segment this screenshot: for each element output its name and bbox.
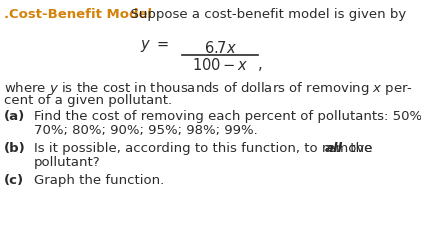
Text: Suppose a cost-benefit model is given by: Suppose a cost-benefit model is given by: [122, 8, 406, 21]
Text: Find the cost of removing each percent of pollutants: 50%;: Find the cost of removing each percent o…: [34, 110, 421, 123]
Text: Cost-Benefit Model: Cost-Benefit Model: [9, 8, 152, 21]
Text: where $y$ is the cost in thousands of dollars of removing $x$ per-: where $y$ is the cost in thousands of do…: [4, 80, 413, 97]
Text: (c): (c): [4, 174, 24, 187]
Text: (a): (a): [4, 110, 25, 123]
Text: pollutant?: pollutant?: [34, 156, 101, 169]
Text: Graph the function.: Graph the function.: [34, 174, 164, 187]
Text: $y\ =$: $y\ =$: [140, 38, 169, 54]
Text: (b): (b): [4, 142, 26, 155]
Text: Is it possible, according to this function, to remove: Is it possible, according to this functi…: [34, 142, 377, 155]
Text: $6.7x$: $6.7x$: [203, 40, 237, 56]
Text: cent of a given pollutant.: cent of a given pollutant.: [4, 94, 172, 107]
Text: the: the: [346, 142, 372, 155]
Text: all: all: [325, 142, 343, 155]
Text: $100-x$: $100-x$: [192, 57, 248, 73]
Text: .: .: [4, 8, 14, 21]
Text: ,: ,: [258, 57, 263, 72]
Text: 70%; 80%; 90%; 95%; 98%; 99%.: 70%; 80%; 90%; 95%; 98%; 99%.: [34, 124, 258, 137]
